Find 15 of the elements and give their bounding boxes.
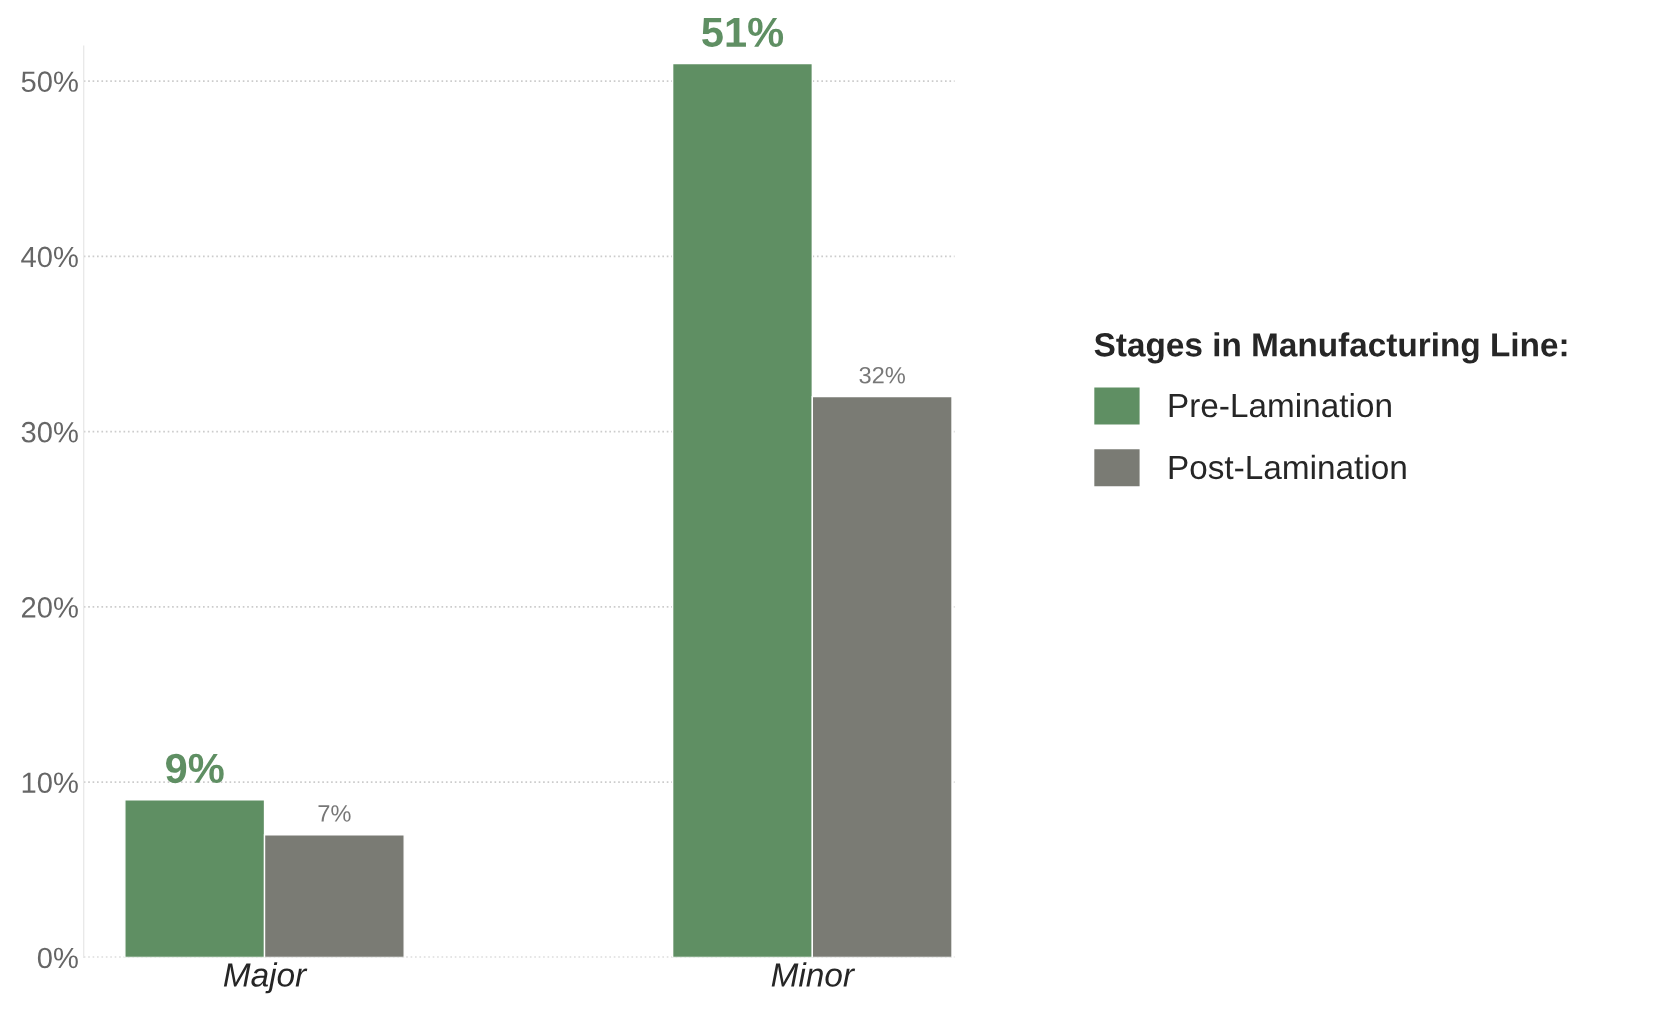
- data-label: 51%: [702, 17, 784, 48]
- x-tick-label: Major: [223, 962, 308, 994]
- y-tick-label: 10%: [22, 772, 78, 794]
- y-tick-label: 0%: [37, 947, 78, 969]
- data-label: 9%: [166, 753, 224, 784]
- legend-label: Pre-Lamination: [1169, 392, 1391, 418]
- data-label: 32%: [859, 366, 905, 384]
- x-tick-label: Minor: [771, 962, 856, 987]
- legend-label: Post-Lamination: [1169, 454, 1406, 480]
- data-label: 7%: [318, 805, 351, 822]
- y-tick-label: 50%: [21, 71, 78, 92]
- y-tick-label: 20%: [21, 597, 78, 618]
- legend-title: Stages in Manufacturing Line:: [1094, 332, 1567, 364]
- y-tick-label: 30%: [21, 421, 78, 443]
- y-tick-label: 40%: [21, 246, 78, 268]
